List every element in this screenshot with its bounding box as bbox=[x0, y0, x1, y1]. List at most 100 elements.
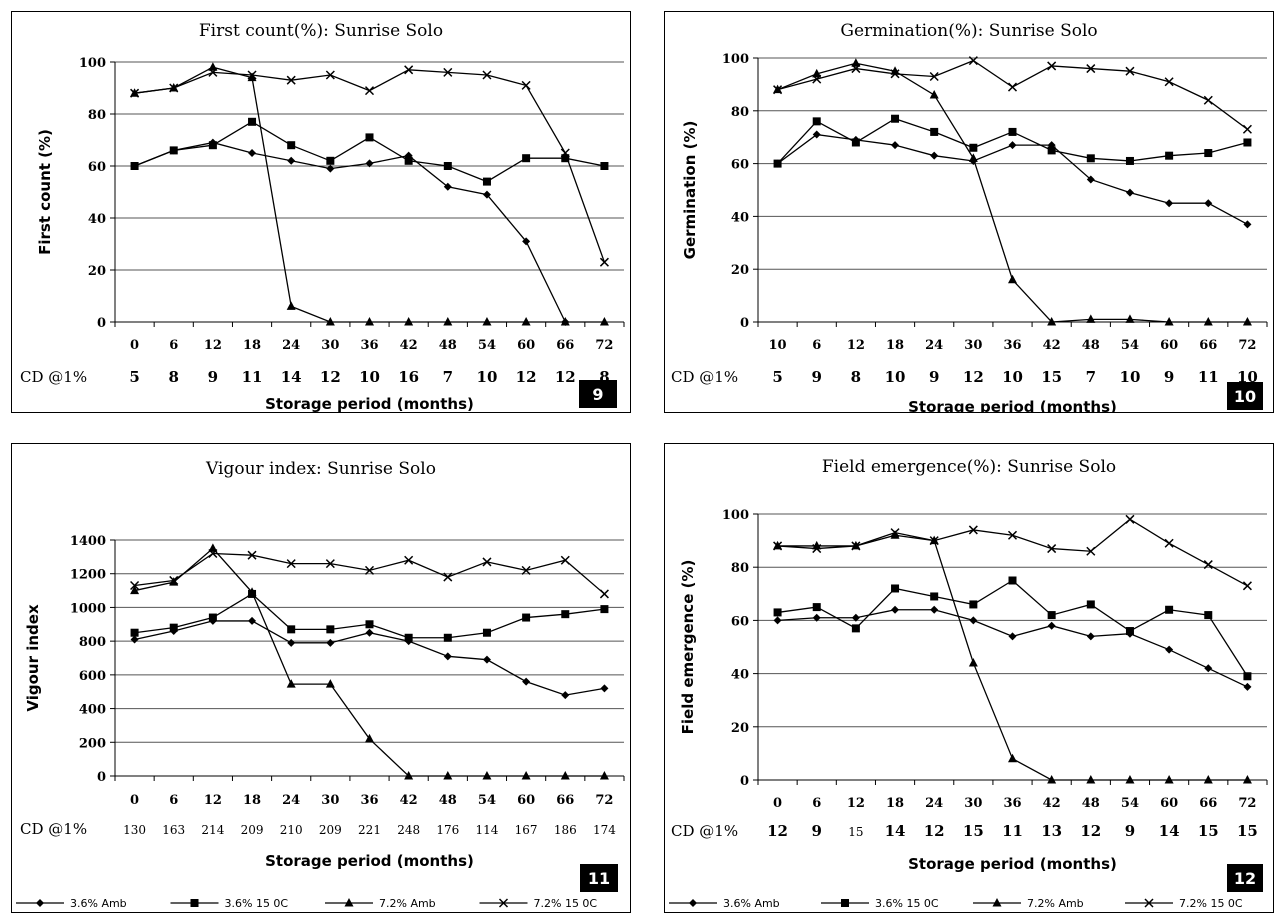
data-point-triangle bbox=[482, 771, 492, 780]
chart-title: Germination(%): Sunrise Solo bbox=[840, 21, 1097, 41]
data-point-x bbox=[1203, 560, 1213, 570]
cd-value: 14 bbox=[885, 822, 906, 840]
data-point-x bbox=[851, 541, 861, 551]
data-point-triangle bbox=[560, 771, 570, 780]
x-tick-label: 60 bbox=[1160, 338, 1178, 353]
data-point-square bbox=[1086, 154, 1095, 163]
data-point-triangle bbox=[208, 62, 218, 71]
chart-panel-12: Field emergence(%): Sunrise Solo 0 20 40 60 8… bbox=[664, 443, 1274, 913]
x-tick-label: 30 bbox=[321, 338, 339, 353]
data-point-diamond bbox=[1086, 175, 1095, 184]
data-point-x bbox=[364, 86, 375, 96]
x-tick-label: 66 bbox=[1199, 796, 1217, 811]
data-point-square bbox=[1086, 600, 1095, 609]
cd-value: 9 bbox=[812, 822, 822, 840]
data-point-triangle bbox=[1164, 775, 1174, 784]
y-tick-label: 20 bbox=[731, 721, 749, 736]
x-tick-label: 0 bbox=[130, 793, 139, 808]
data-point-square bbox=[891, 114, 900, 123]
y-tick-label: 80 bbox=[731, 561, 749, 576]
data-point-triangle bbox=[130, 585, 140, 595]
data-point-x bbox=[1144, 898, 1154, 908]
x-tick-label: 24 bbox=[925, 796, 943, 811]
data-point-triangle bbox=[344, 898, 354, 907]
panel-number-box bbox=[1227, 382, 1263, 410]
cd-value: 163 bbox=[162, 823, 185, 837]
data-point-x bbox=[521, 80, 531, 90]
data-point-x bbox=[1086, 546, 1096, 556]
data-point-diamond bbox=[287, 638, 296, 647]
legend-entry: 7.2% Amb bbox=[1027, 897, 1084, 910]
cd-label: CD @1% bbox=[20, 368, 87, 386]
data-point-square bbox=[326, 625, 335, 634]
data-point-x bbox=[773, 85, 783, 95]
cd-value: 7 bbox=[443, 368, 453, 386]
x-axis-label: Storage period (months) bbox=[265, 395, 474, 412]
cd-value: 12 bbox=[963, 368, 984, 386]
y-tick-label: 80 bbox=[88, 108, 106, 123]
cd-value: 209 bbox=[319, 823, 342, 837]
legend-entry: 3.6% Amb bbox=[723, 897, 780, 910]
data-point-square bbox=[561, 610, 570, 619]
series-line-diamond bbox=[777, 609, 1248, 688]
data-point-x bbox=[599, 257, 609, 267]
chart-title: First count(%): Sunrise Solo bbox=[199, 21, 443, 41]
data-point-x bbox=[325, 559, 335, 569]
y-tick-label: 40 bbox=[88, 212, 106, 227]
cd-value: 15 bbox=[1041, 368, 1062, 386]
series-line-x bbox=[777, 59, 1248, 130]
data-point-x bbox=[1242, 124, 1252, 134]
data-point-square bbox=[208, 141, 217, 150]
x-tick-label: 72 bbox=[1238, 796, 1256, 811]
data-point-triangle bbox=[286, 301, 296, 310]
x-axis-label: Storage period (months) bbox=[908, 855, 1117, 873]
data-point-diamond bbox=[248, 616, 257, 625]
data-point-x bbox=[773, 541, 783, 551]
data-point-diamond bbox=[561, 691, 570, 700]
data-point-square bbox=[1243, 672, 1252, 681]
data-point-diamond bbox=[248, 149, 257, 157]
cd-value: 10 bbox=[1237, 368, 1258, 386]
panel-number: 12 bbox=[1234, 869, 1256, 888]
data-point-square bbox=[561, 154, 570, 163]
data-point-diamond bbox=[1008, 632, 1017, 641]
cd-value: 10 bbox=[477, 368, 498, 386]
data-point-square bbox=[404, 633, 413, 642]
data-point-triangle bbox=[247, 587, 257, 596]
cd-value: 114 bbox=[476, 823, 499, 837]
legend: 3.6% Amb 3.6% 15 0C 7.2% Amb 7.2% 15 0C bbox=[16, 897, 597, 910]
cd-value: 210 bbox=[280, 823, 303, 837]
data-point-diamond bbox=[443, 182, 452, 191]
data-point-square bbox=[1165, 605, 1174, 614]
cd-value: 12 bbox=[320, 368, 341, 386]
x-tick-label: 54 bbox=[478, 338, 496, 353]
data-point-diamond bbox=[365, 159, 374, 168]
y-tick-label: 40 bbox=[731, 668, 749, 683]
cd-value: 9 bbox=[812, 368, 822, 386]
cd-value: 12 bbox=[1080, 822, 1101, 840]
data-point-x bbox=[1242, 581, 1252, 591]
data-point-diamond bbox=[1204, 664, 1213, 673]
data-point-square bbox=[443, 162, 452, 170]
y-tick-label: 0 bbox=[97, 316, 106, 331]
x-tick-label: 12 bbox=[204, 793, 222, 808]
data-point-square bbox=[287, 141, 296, 150]
data-point-x bbox=[851, 64, 861, 74]
cd-value: 7 bbox=[1086, 368, 1096, 386]
data-point-triangle bbox=[521, 771, 531, 780]
data-point-diamond bbox=[1204, 199, 1213, 208]
data-point-square bbox=[1047, 611, 1056, 620]
data-point-diamond bbox=[812, 613, 821, 622]
data-point-square bbox=[1243, 138, 1252, 147]
x-axis-label: Storage period (months) bbox=[908, 398, 1117, 412]
y-axis-label: Germination (%) bbox=[681, 121, 699, 260]
cd-value: 8 bbox=[851, 368, 861, 386]
data-point-x bbox=[1203, 95, 1213, 105]
data-point-diamond bbox=[812, 130, 821, 139]
y-tick-label: 100 bbox=[722, 52, 749, 67]
x-tick-label: 30 bbox=[964, 796, 982, 811]
data-point-square bbox=[969, 143, 978, 152]
data-point-triangle bbox=[1125, 775, 1135, 784]
legend-entry: 7.2% 15 0C bbox=[534, 897, 598, 910]
data-point-x bbox=[404, 65, 414, 75]
